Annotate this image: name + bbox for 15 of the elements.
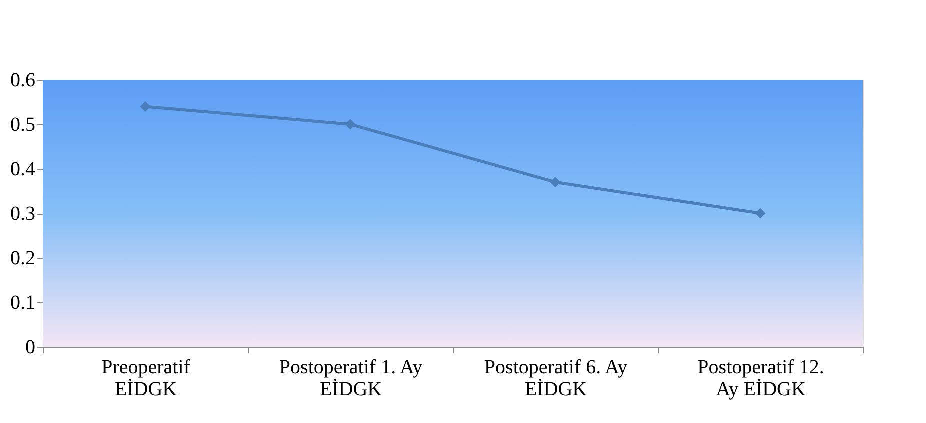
- point: [345, 119, 356, 130]
- y-tick-label: 0.1: [10, 292, 36, 314]
- x-tick-label: Preoperatif EİDGK: [102, 356, 191, 400]
- y-tick-label: 0.5: [10, 114, 36, 136]
- x-tick-label: Postoperatif 1. Ay EİDGK: [279, 356, 423, 400]
- y-tick-label: 0: [26, 336, 36, 358]
- x-tick-label: Postoperatif 6. Ay EİDGK: [484, 356, 628, 400]
- point: [550, 177, 561, 188]
- point: [755, 208, 766, 219]
- y-tick-label: 0.4: [10, 158, 36, 180]
- y-tick-label: 0.2: [10, 248, 36, 270]
- y-tick-label: 0.6: [10, 70, 36, 92]
- point: [140, 101, 151, 112]
- y-tick-label: 0.3: [10, 203, 36, 225]
- x-tick-label: Postoperatif 12. Ay EİDGK: [698, 356, 824, 400]
